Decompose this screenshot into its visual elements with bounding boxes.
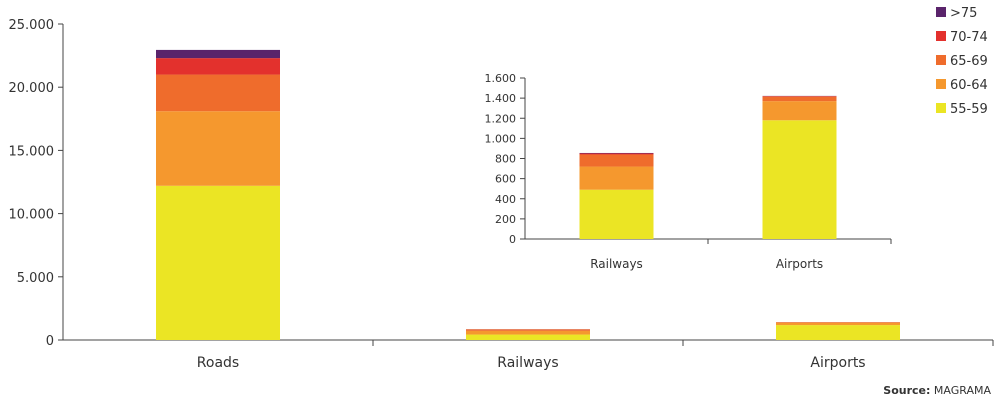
y-tick-label: 400 bbox=[495, 193, 516, 206]
bar-segment bbox=[776, 325, 900, 340]
legend-label: 65-69 bbox=[950, 54, 988, 69]
bar-segment bbox=[466, 329, 590, 331]
legend-label: 70-74 bbox=[950, 30, 988, 45]
y-tick-label: 200 bbox=[495, 213, 516, 226]
main-chart: 0 5.000 10.000 15.000 20.000 25.000 Roads Railw… bbox=[9, 18, 994, 371]
bar-segment bbox=[579, 152, 654, 154]
y-tick-label: 600 bbox=[495, 173, 516, 186]
legend-swatch bbox=[936, 79, 946, 89]
bar-segment bbox=[156, 111, 280, 186]
y-tick-label: 1.200 bbox=[485, 112, 517, 125]
bar-segment bbox=[156, 185, 280, 340]
legend-swatch bbox=[936, 103, 946, 113]
legend-label: 60-64 bbox=[950, 78, 988, 93]
legend-swatch bbox=[936, 7, 946, 17]
bar-segment bbox=[776, 322, 900, 326]
source-note: Source: MAGRAMA bbox=[883, 384, 991, 397]
legend-swatch bbox=[936, 55, 946, 65]
x-tick-label: Railways bbox=[590, 257, 643, 271]
bar-segment bbox=[579, 166, 654, 190]
y-tick-label: 10.000 bbox=[9, 208, 55, 223]
bar-segment bbox=[762, 96, 837, 102]
bar-segment bbox=[579, 189, 654, 239]
y-tick-label: 20.000 bbox=[9, 81, 55, 96]
y-tick-label: 15.000 bbox=[9, 144, 55, 159]
bar-segment bbox=[156, 74, 280, 112]
y-tick-label: 5.000 bbox=[17, 271, 54, 286]
bar-segment bbox=[762, 96, 837, 97]
bar-segment bbox=[579, 153, 654, 155]
bar-segment bbox=[156, 58, 280, 75]
bar-segment bbox=[466, 330, 590, 335]
source-label: Source: bbox=[883, 384, 931, 397]
y-tick-label: 1.600 bbox=[485, 72, 517, 85]
legend-label: 55-59 bbox=[950, 102, 988, 117]
y-tick-label: 800 bbox=[495, 153, 516, 166]
legend-label: >75 bbox=[950, 6, 977, 21]
y-tick-label: 25.000 bbox=[9, 18, 55, 33]
bar-segment bbox=[776, 322, 900, 323]
x-tick-label: Airports bbox=[776, 257, 823, 271]
y-tick-label: 1.400 bbox=[485, 92, 517, 105]
inset-chart: 0 200 400 600 800 1.000 1.200 1.400 1.600 Railway… bbox=[485, 72, 892, 271]
legend: >75 70-74 65-69 60-64 55-59 bbox=[936, 6, 988, 117]
source-text: MAGRAMA bbox=[933, 384, 991, 397]
y-tick-label: 1.000 bbox=[485, 132, 517, 145]
bar-segment bbox=[762, 120, 837, 239]
y-tick-label: 0 bbox=[46, 334, 54, 349]
legend-swatch bbox=[936, 31, 946, 41]
x-tick-label: Roads bbox=[197, 355, 239, 371]
bar-segment bbox=[762, 101, 837, 121]
x-tick-label: Railways bbox=[497, 355, 558, 371]
x-tick-label: Airports bbox=[810, 355, 865, 371]
y-tick-label: 0 bbox=[509, 233, 516, 246]
bar-segment bbox=[466, 334, 590, 340]
bar-segment bbox=[156, 49, 280, 59]
bar-segment bbox=[579, 154, 654, 167]
